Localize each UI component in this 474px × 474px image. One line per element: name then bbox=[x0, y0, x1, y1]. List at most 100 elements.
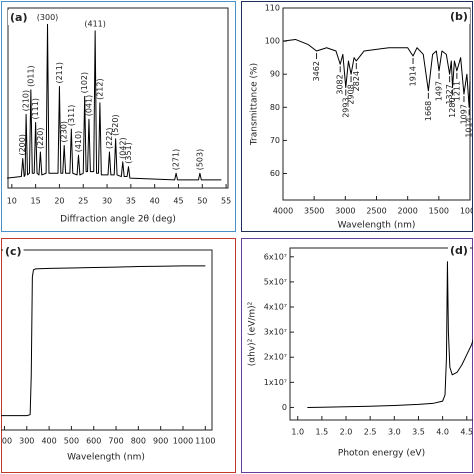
peak-label: 1327 bbox=[445, 84, 454, 104]
peak-label: (300) bbox=[37, 13, 59, 22]
y-tick-label: 0 bbox=[282, 403, 287, 412]
peak-label: 2908 bbox=[347, 84, 356, 104]
peak-label: (212) bbox=[95, 78, 104, 100]
y-tick-label: 6x10⁷ bbox=[264, 252, 287, 261]
y-tick-label: 2x10⁷ bbox=[264, 353, 287, 362]
x-tick-label: 3.5 bbox=[412, 428, 425, 437]
x-tick-label: 20 bbox=[54, 197, 64, 206]
x-tick-label: 50 bbox=[197, 197, 207, 206]
x-tick-label: 1.5 bbox=[316, 428, 329, 437]
panel-label: (d) bbox=[450, 244, 468, 257]
x-tick-label: 1100 bbox=[195, 437, 215, 446]
peak-label: (311) bbox=[67, 105, 76, 127]
peak-label: (200) bbox=[18, 134, 27, 156]
peak-label: (411) bbox=[84, 19, 106, 28]
x-tick-label: 4.5 bbox=[460, 428, 473, 437]
x-tick-label: 300 bbox=[19, 437, 34, 446]
x-tick-label: 600 bbox=[86, 437, 101, 446]
peak-label: (230) bbox=[60, 121, 69, 143]
x-tick-label: 3000 bbox=[335, 207, 355, 216]
x-tick-label: 1.0 bbox=[291, 428, 304, 437]
panel-label: (a) bbox=[10, 11, 27, 24]
x-tick-label: 2000 bbox=[397, 207, 417, 216]
x-tick-label: 15 bbox=[31, 197, 41, 206]
x-tick-label: 35 bbox=[126, 197, 136, 206]
y-tick-label: 70 bbox=[270, 136, 280, 145]
panel-border bbox=[241, 1, 473, 232]
peak-label: (111) bbox=[31, 98, 40, 120]
y-axis-label: (αhv)² (eV/m)² bbox=[248, 301, 258, 366]
x-tick-label: 2.0 bbox=[340, 428, 353, 437]
x-tick-label: 3500 bbox=[304, 207, 324, 216]
plot-frame bbox=[1, 249, 213, 431]
peak-label: 2993 bbox=[341, 97, 350, 117]
x-axis-label: Diffraction angle 2θ (deg) bbox=[60, 215, 176, 225]
peak-label: (271) bbox=[172, 149, 181, 171]
x-axis-label: Wavelength (nm) bbox=[67, 453, 145, 463]
data-line bbox=[1, 265, 206, 417]
y-tick-label: 80 bbox=[270, 103, 280, 112]
panel-label-bg bbox=[448, 243, 470, 258]
y-tick-label: 90 bbox=[270, 70, 280, 79]
x-tick-label: 4.0 bbox=[436, 428, 449, 437]
y-tick-label: 4x10⁷ bbox=[264, 303, 287, 312]
panel-label: (b) bbox=[450, 10, 468, 23]
x-tick-label: 40 bbox=[150, 197, 160, 206]
peak-label: 1914 bbox=[409, 66, 418, 86]
peak-label: (210) bbox=[22, 90, 31, 112]
panel: 4000 3500 3000 2500 2000 1500 1000 60 70 80 90 100 1… bbox=[241, 1, 474, 232]
peak-label: (351) bbox=[124, 142, 133, 164]
data-line bbox=[6, 23, 222, 181]
peak-label: (520) bbox=[111, 114, 120, 136]
panel: 1.0 1.5 2.0 2.5 3.0 3.5 4.0 4.5 0 1x10⁷ 2x10⁷ 3x10⁷… bbox=[241, 238, 473, 473]
x-tick-label: 3.0 bbox=[388, 428, 401, 437]
data-line bbox=[282, 38, 471, 108]
peak-label: (211) bbox=[55, 62, 64, 84]
data-line bbox=[307, 261, 473, 408]
x-tick-label: 4000 bbox=[273, 207, 293, 216]
x-tick-label: 1000 bbox=[460, 207, 474, 216]
peak-label: 2824 bbox=[352, 71, 361, 91]
peak-label: (042) bbox=[118, 137, 127, 159]
y-tick-label: 110 bbox=[265, 4, 280, 13]
peak-label: (410) bbox=[74, 131, 83, 153]
peak-label: (011) bbox=[26, 65, 35, 87]
x-tick-label: 1500 bbox=[429, 207, 449, 216]
panel: 10 15 20 25 30 35 40 45 50 55 Diffraction angle 2θ… bbox=[1, 1, 236, 232]
x-axis-label: Wavelength (nm) bbox=[338, 221, 416, 231]
peak-label: 1097 bbox=[459, 104, 468, 124]
peak-label: (222) bbox=[105, 127, 114, 149]
x-tick-label: 400 bbox=[41, 437, 56, 446]
y-tick-label: 5x10⁷ bbox=[264, 277, 287, 286]
y-tick-label: 100 bbox=[265, 37, 280, 46]
peak-label: (102) bbox=[80, 72, 89, 94]
x-tick-label: 200 bbox=[0, 437, 12, 446]
peak-label: 1014 bbox=[465, 117, 474, 137]
peak-label: (220) bbox=[36, 127, 45, 149]
peak-label: 1497 bbox=[435, 81, 444, 101]
panel-border bbox=[1, 1, 236, 232]
panel-label-bg bbox=[448, 9, 470, 24]
peak-label: (041) bbox=[84, 95, 93, 117]
peak-label: 3462 bbox=[312, 61, 321, 81]
x-tick-label: 55 bbox=[221, 197, 231, 206]
panel-border bbox=[1, 238, 236, 473]
x-tick-label: 2.5 bbox=[364, 428, 377, 437]
panel-label: (c) bbox=[5, 245, 22, 258]
y-tick-label: 1x10⁷ bbox=[264, 378, 287, 387]
x-tick-label: 900 bbox=[153, 437, 168, 446]
y-tick-label: 3x10⁷ bbox=[264, 328, 287, 337]
plot-frame bbox=[7, 7, 229, 189]
peak-label: (503) bbox=[195, 149, 204, 171]
panel-label-bg bbox=[8, 10, 30, 25]
x-tick-label: 30 bbox=[102, 197, 112, 206]
y-axis-label: Transmittance (%) bbox=[250, 63, 260, 146]
x-tick-label: 500 bbox=[64, 437, 79, 446]
x-tick-label: 25 bbox=[78, 197, 88, 206]
peak-label: 1280 bbox=[448, 97, 457, 117]
panel-label-bg bbox=[3, 244, 24, 259]
peak-label: 3082 bbox=[336, 74, 345, 94]
x-tick-label: 1000 bbox=[173, 437, 193, 446]
